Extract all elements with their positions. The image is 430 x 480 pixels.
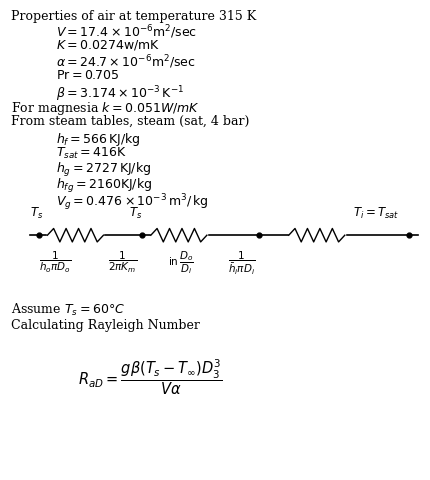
- Text: For magnesia $k = 0.051W / mK$: For magnesia $k = 0.051W / mK$: [11, 100, 199, 117]
- Text: $\mathrm{in}\,\dfrac{D_o}{D_i}$: $\mathrm{in}\,\dfrac{D_o}{D_i}$: [168, 250, 194, 276]
- Text: $\alpha = 24.7\times10^{-6}\mathrm{m}^2 / \mathrm{sec}$: $\alpha = 24.7\times10^{-6}\mathrm{m}^2 …: [56, 54, 195, 72]
- Text: $h_{fg} = 2160\mathrm{KJ/kg}$: $h_{fg} = 2160\mathrm{KJ/kg}$: [56, 177, 152, 195]
- Text: $T_i{=}T_{sat}$: $T_i{=}T_{sat}$: [353, 206, 399, 221]
- Text: $T_{sat} = 416\mathrm{K}$: $T_{sat} = 416\mathrm{K}$: [56, 146, 127, 161]
- Text: Assume $T_s = 60°C$: Assume $T_s = 60°C$: [11, 302, 124, 319]
- Text: $h_f = 566\,\mathrm{KJ/kg}$: $h_f = 566\,\mathrm{KJ/kg}$: [56, 131, 141, 147]
- Text: $V =17.4\times10^{-6}\mathrm{m}^2 / \mathrm{sec}$: $V =17.4\times10^{-6}\mathrm{m}^2 / \mat…: [56, 23, 197, 41]
- Text: $\mathrm{Pr} = 0.705$: $\mathrm{Pr} = 0.705$: [56, 69, 120, 82]
- Text: $\beta = 3.174\times10^{-3}\,\mathrm{K}^{-1}$: $\beta = 3.174\times10^{-3}\,\mathrm{K}^…: [56, 84, 184, 104]
- Text: $T_s$: $T_s$: [129, 206, 142, 221]
- Text: $\dfrac{1}{\bar{h}_i\pi D_i}$: $\dfrac{1}{\bar{h}_i\pi D_i}$: [228, 250, 255, 277]
- Text: $R_{aD} = \dfrac{g\beta\left(T_s - T_\infty\right)D_3^3}{V\alpha}$: $R_{aD} = \dfrac{g\beta\left(T_s - T_\in…: [77, 358, 222, 397]
- Text: $\dfrac{1}{2\pi K_m}$: $\dfrac{1}{2\pi K_m}$: [108, 250, 136, 275]
- Text: $T_s$: $T_s$: [30, 206, 43, 221]
- Text: $h_g = 2727\,\mathrm{KJ/kg}$: $h_g = 2727\,\mathrm{KJ/kg}$: [56, 161, 151, 179]
- Text: From steam tables, steam (sat, 4 bar): From steam tables, steam (sat, 4 bar): [11, 115, 249, 128]
- Text: $V_g = 0.476\times10^{-3}\,\mathrm{m}^3 /\,\mathrm{kg}$: $V_g = 0.476\times10^{-3}\,\mathrm{m}^3 …: [56, 192, 209, 213]
- Text: Calculating Rayleigh Number: Calculating Rayleigh Number: [11, 319, 199, 332]
- Text: Properties of air at temperature 315 K: Properties of air at temperature 315 K: [11, 10, 255, 23]
- Text: $\dfrac{1}{h_o\pi D_o}$: $\dfrac{1}{h_o\pi D_o}$: [39, 250, 71, 275]
- Text: $K = 0.0274\mathrm{w/mK}$: $K = 0.0274\mathrm{w/mK}$: [56, 38, 160, 52]
